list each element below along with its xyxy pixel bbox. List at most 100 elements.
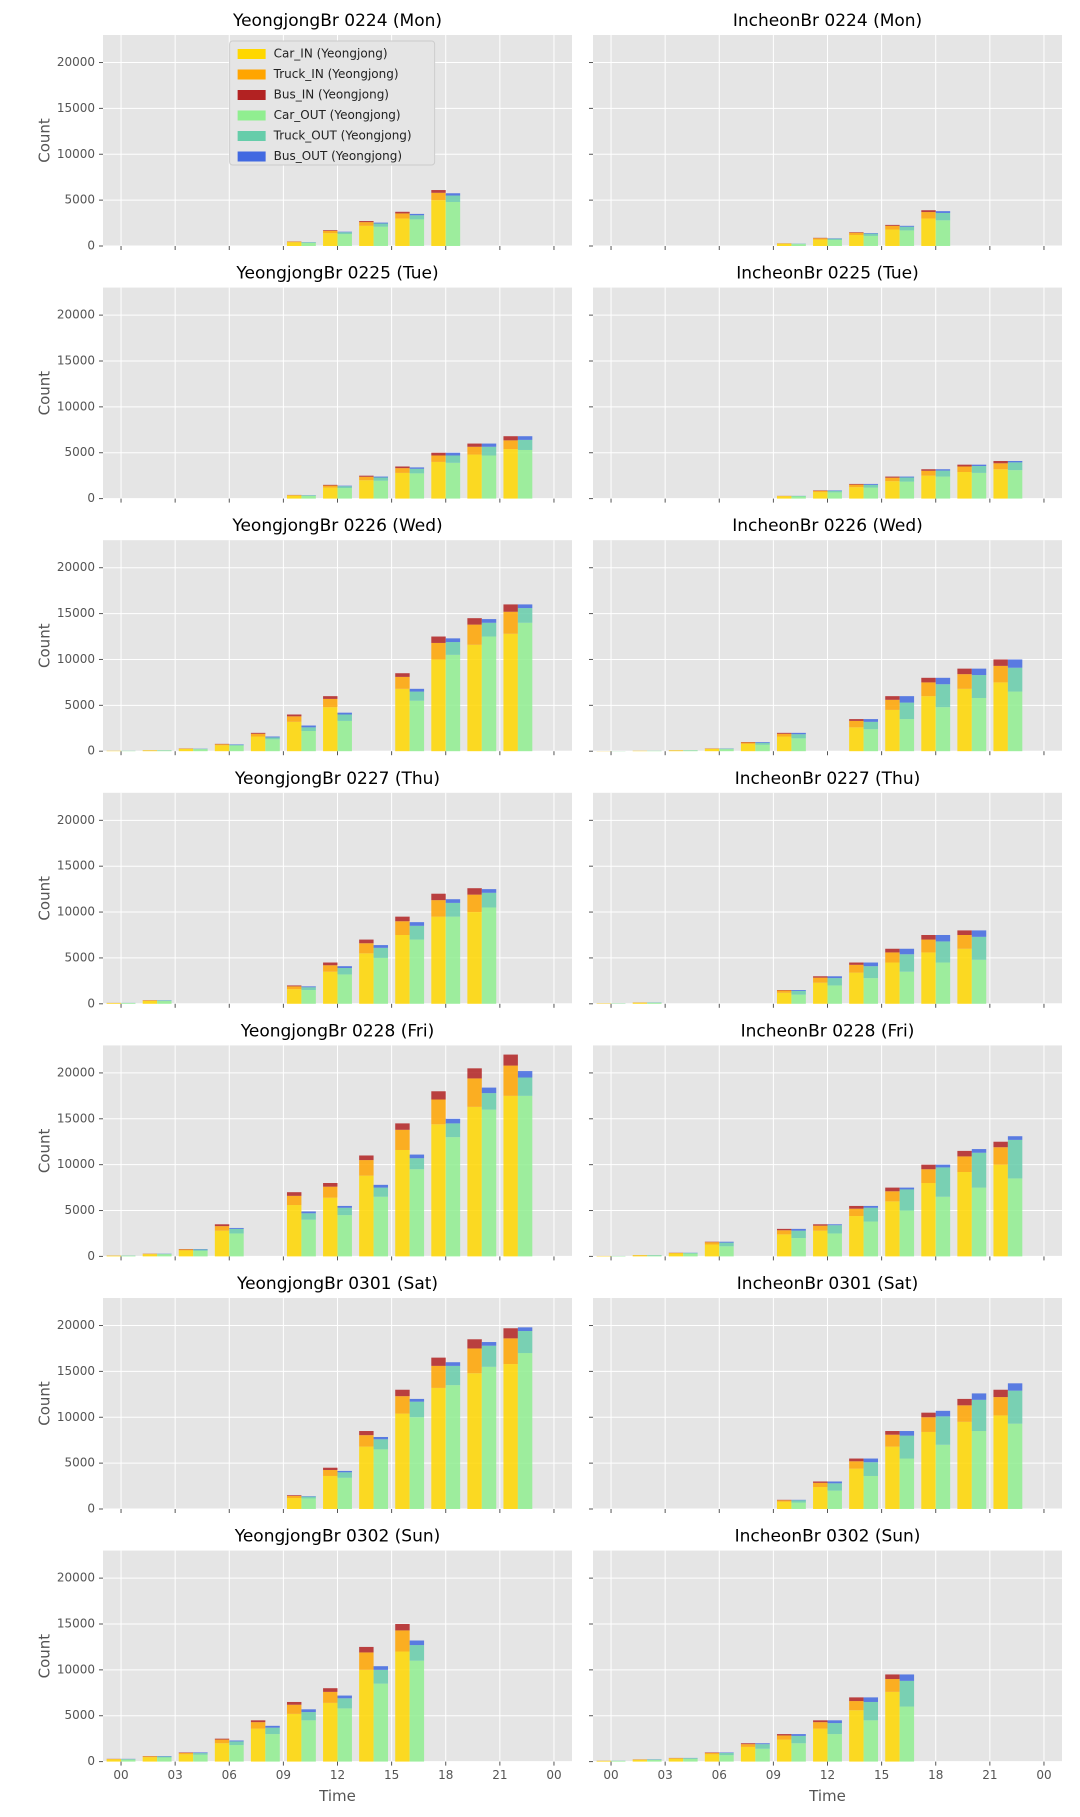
bar-segment <box>121 1760 135 1762</box>
bar-segment <box>143 1000 157 1001</box>
bar-segment <box>359 943 373 953</box>
bar-segment <box>885 1201 899 1256</box>
bar-segment <box>503 612 517 634</box>
bar-segment <box>215 1231 229 1257</box>
bar-segment <box>410 1641 424 1646</box>
bar-segment <box>410 926 424 940</box>
bar-segment <box>921 469 935 471</box>
bar-segment <box>849 1697 863 1701</box>
bar-segment <box>849 484 863 485</box>
bar-segment <box>215 1224 229 1226</box>
bar-segment <box>791 990 805 991</box>
bar-segment <box>791 496 805 498</box>
bar-segment <box>467 618 481 624</box>
bar-segment <box>957 674 971 689</box>
bar-segment <box>921 952 935 1003</box>
bar-segment <box>885 710 899 751</box>
y-tick-label: 5000 <box>64 950 95 964</box>
x-tick-label: 12 <box>820 1768 835 1782</box>
bar-segment <box>431 453 445 456</box>
bar-segment <box>849 1710 863 1761</box>
bar-segment <box>287 716 301 722</box>
bar-segment <box>446 1362 460 1366</box>
bar-segment <box>705 749 719 751</box>
bar-segment <box>597 1761 611 1762</box>
bar-segment <box>864 963 878 967</box>
bar-segment <box>503 449 517 499</box>
bar-segment <box>323 696 337 699</box>
bar-segment <box>467 1078 481 1106</box>
bar-segment <box>410 1661 424 1762</box>
bar-segment <box>446 917 460 1004</box>
bar-segment <box>957 1156 971 1172</box>
bar-segment <box>864 978 878 1004</box>
y-tick-label: 15000 <box>57 1364 95 1378</box>
bar-segment <box>755 1743 769 1744</box>
bar-segment <box>885 952 899 962</box>
bar-segment <box>885 949 899 953</box>
bar-segment <box>921 1165 935 1170</box>
y-tick-label: 15000 <box>57 101 95 115</box>
bar-segment <box>957 1151 971 1157</box>
bar-segment <box>157 1001 171 1004</box>
bar-segment <box>301 987 315 990</box>
bar-segment <box>374 481 388 499</box>
bar-segment <box>864 1222 878 1257</box>
bar-segment <box>936 471 950 477</box>
bar-segment <box>467 625 481 645</box>
bar-segment <box>446 642 460 655</box>
bar-segment <box>900 226 914 227</box>
bar-segment <box>395 1150 409 1256</box>
bar-segment <box>287 495 301 496</box>
bar-segment <box>374 1185 388 1188</box>
panel-title: IncheonBr 0302 (Sun) <box>735 1527 921 1547</box>
y-tick-label: 0 <box>87 1249 95 1263</box>
bar-segment <box>921 212 935 218</box>
bar-segment <box>791 1238 805 1256</box>
bar-segment <box>374 958 388 1004</box>
y-tick-label: 5000 <box>64 1203 95 1217</box>
bar-segment <box>669 1759 683 1762</box>
bar-segment <box>813 1481 827 1482</box>
bar-segment <box>431 917 445 1004</box>
bar-segment <box>936 213 950 220</box>
bar-segment <box>900 719 914 751</box>
y-tick-label: 5000 <box>64 698 95 712</box>
bar-segment <box>395 1130 409 1150</box>
bar-segment <box>301 990 315 1004</box>
bar-segment <box>864 1476 878 1509</box>
bar-segment <box>705 1754 719 1761</box>
bar-segment <box>849 1209 863 1216</box>
bar-segment <box>755 742 769 743</box>
bar-segment <box>482 907 496 1003</box>
bar-segment <box>813 976 827 977</box>
bar-segment <box>791 995 805 1004</box>
bar-segment <box>359 226 373 246</box>
bar-segment <box>359 222 373 226</box>
bar-segment <box>301 1213 315 1219</box>
bar-segment <box>359 1447 373 1509</box>
bar-segment <box>885 225 899 226</box>
bar-segment <box>777 737 791 752</box>
bar-segment <box>446 1137 460 1256</box>
legend-label: Bus_IN (Yeongjong) <box>274 88 389 102</box>
bar-segment <box>791 738 805 751</box>
bar-segment <box>338 486 352 488</box>
bar-segment <box>864 722 878 729</box>
bar-segment <box>755 1749 769 1762</box>
bar-segment <box>287 242 301 246</box>
bar-segment <box>215 744 229 745</box>
bar-segment <box>431 1091 445 1099</box>
bar-segment <box>446 1123 460 1137</box>
bar-segment <box>741 1743 755 1744</box>
bar-segment <box>359 940 373 944</box>
panel-title: YeongjongBr 0225 (Tue) <box>235 264 438 284</box>
bar-segment <box>864 236 878 246</box>
bar-segment <box>359 1652 373 1669</box>
bar-segment <box>229 1741 243 1745</box>
y-tick-label: 0 <box>87 239 95 253</box>
bar-segment <box>301 242 315 243</box>
legend-swatch <box>238 131 266 141</box>
bar-segment <box>936 1416 950 1444</box>
bar-segment <box>777 496 791 498</box>
